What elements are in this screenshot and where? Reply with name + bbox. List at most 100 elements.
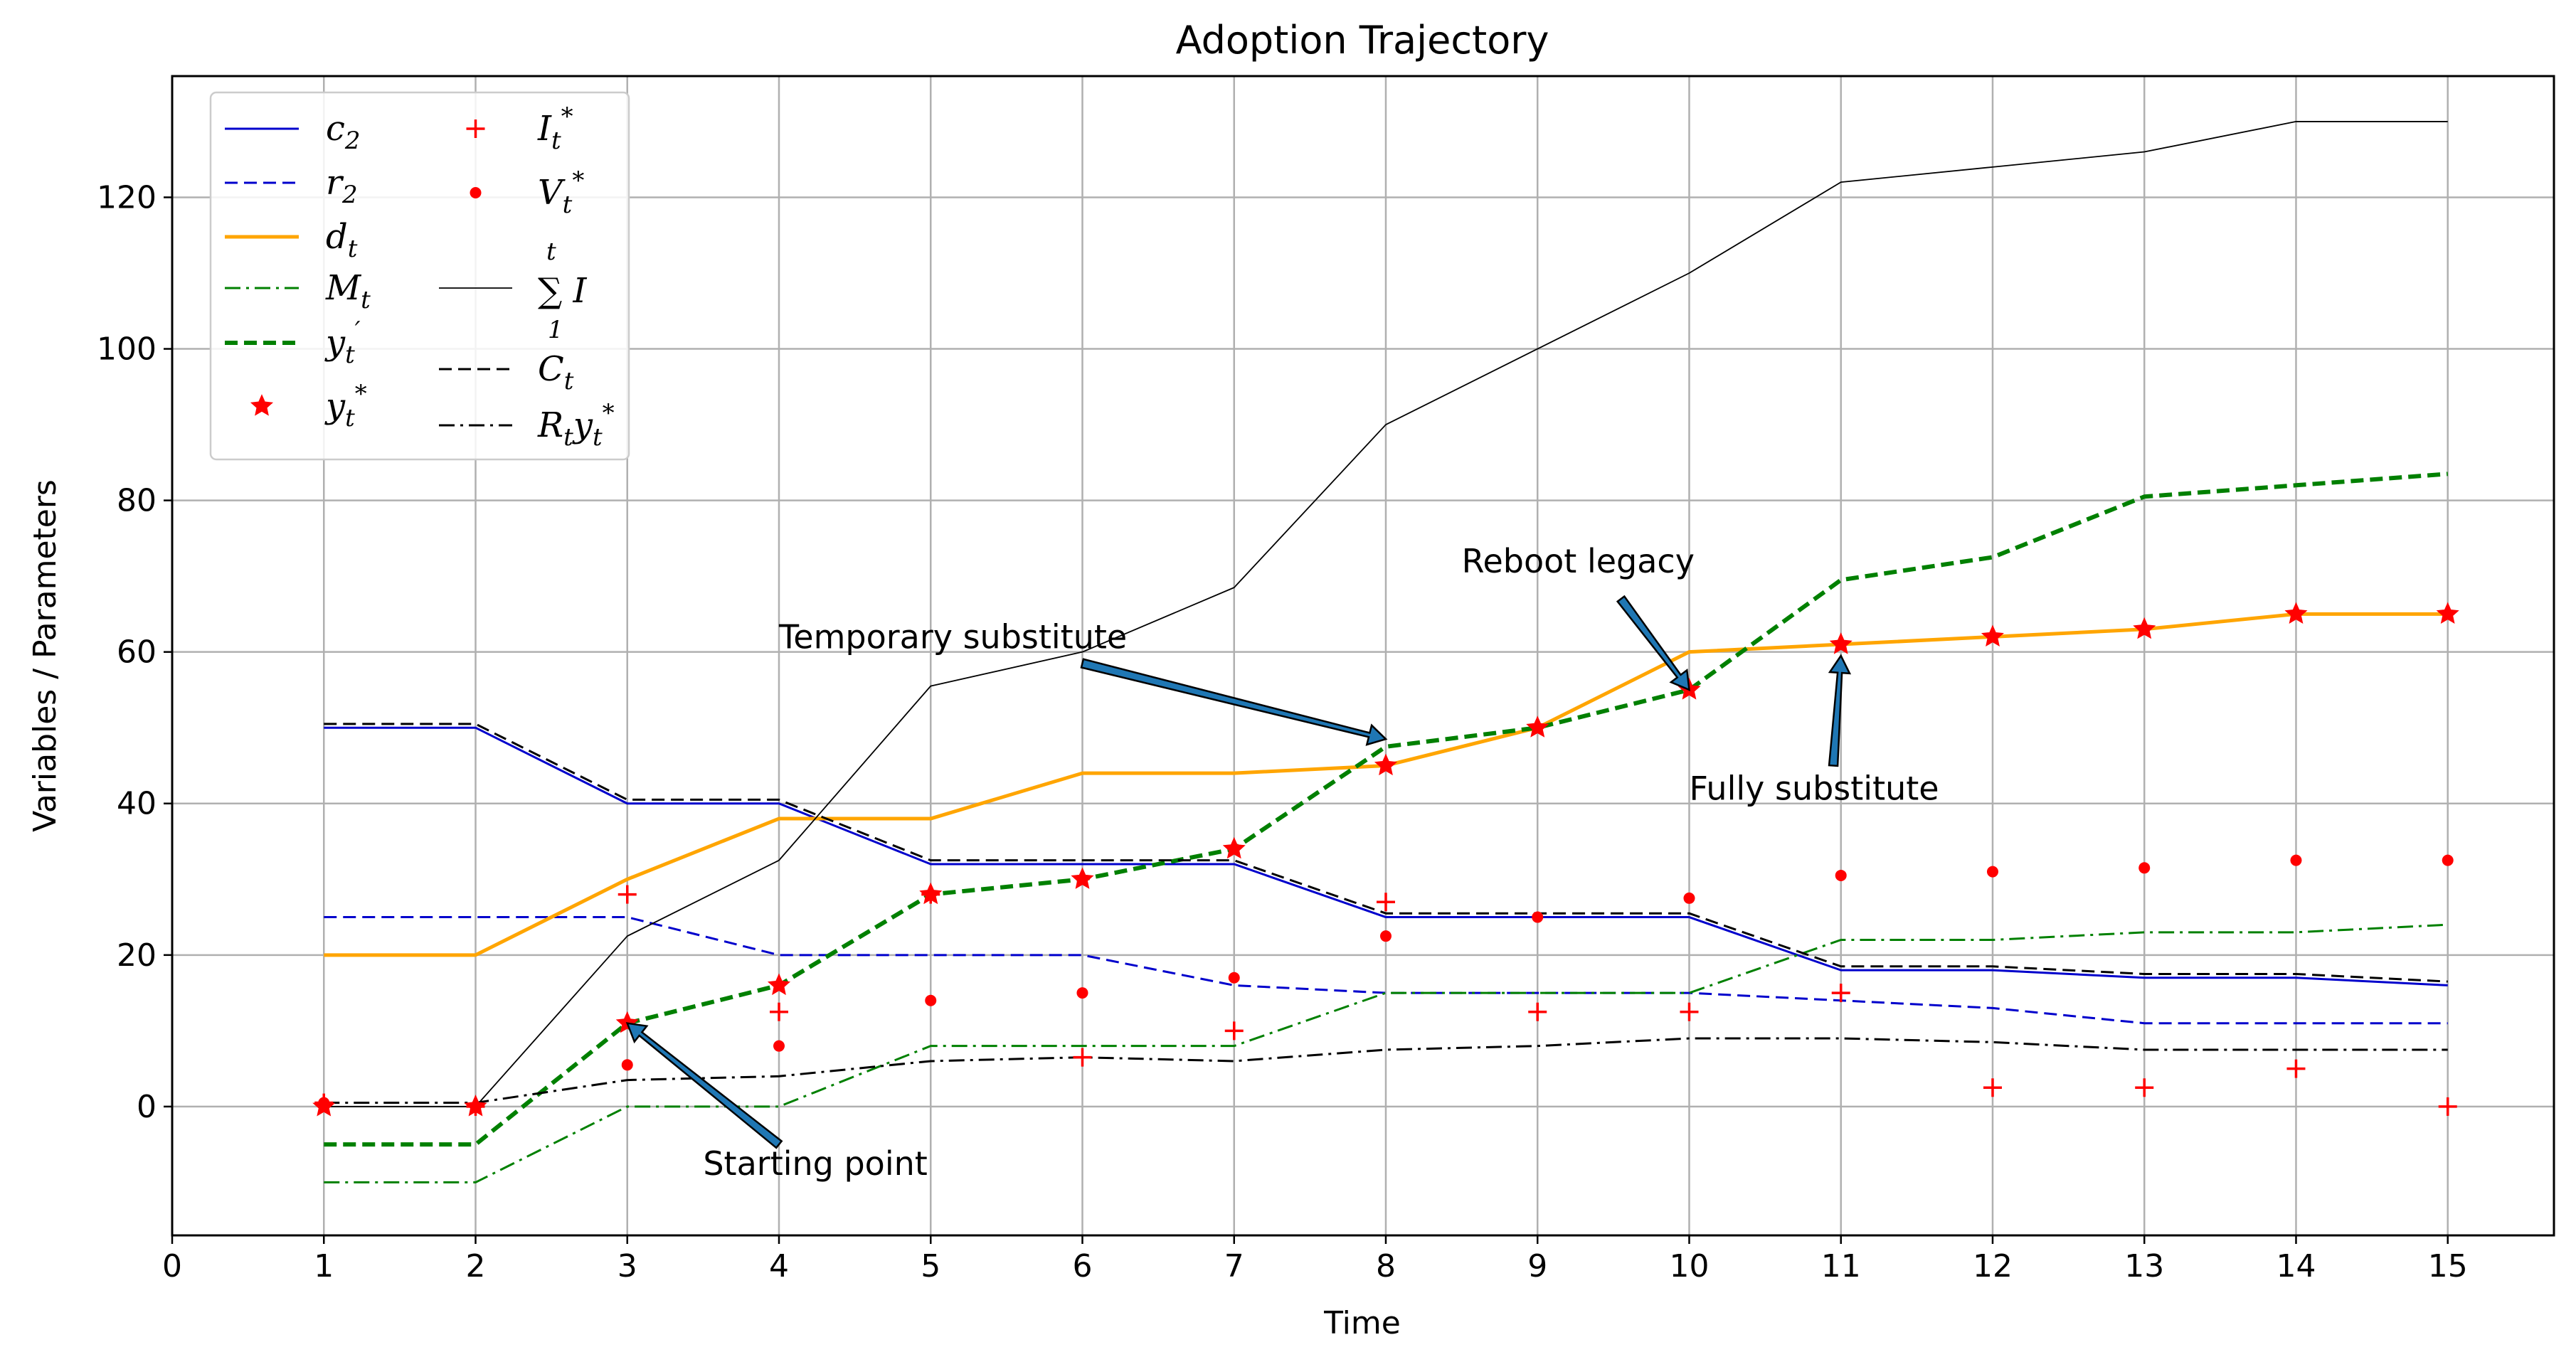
- marker-yt: [1374, 753, 1398, 776]
- annotation-temp: Temporary substitute: [778, 617, 1127, 656]
- annotation-reboot: Reboot legacy: [1462, 542, 1695, 580]
- marker-Vt: [1683, 892, 1695, 904]
- x-tick-label: 15: [2428, 1248, 2468, 1284]
- marker-Vt: [1076, 987, 1088, 999]
- marker-It: [1528, 1002, 1547, 1021]
- y-tick-label: 120: [97, 179, 157, 215]
- legend-label-yprime: yt′: [324, 316, 361, 369]
- x-tick-label: 3: [618, 1248, 637, 1284]
- legend-label-part: t: [593, 423, 603, 452]
- marker-Vt: [2138, 862, 2151, 874]
- marker-Vt: [773, 1040, 785, 1052]
- x-tick-label: 10: [1669, 1248, 1709, 1284]
- legend-label-Mt: Mt: [325, 268, 371, 314]
- marker-yt: [2436, 602, 2459, 624]
- legend-label-part: t: [348, 235, 358, 263]
- marker-Vt: [1379, 930, 1392, 942]
- legend-label-part: y: [324, 386, 346, 426]
- marker-It: [1680, 1002, 1699, 1021]
- marker-It: [1831, 984, 1850, 1003]
- legend-label-part: r: [326, 163, 344, 203]
- legend-label-part: M: [325, 268, 362, 308]
- legend-label-part: 2: [344, 127, 361, 155]
- x-tick-label: 8: [1376, 1248, 1396, 1284]
- legend-label-part: t: [345, 404, 355, 432]
- marker-It: [1073, 1048, 1092, 1067]
- legend-label-r2: r2: [326, 163, 358, 209]
- legend-label-Ct: Ct: [538, 349, 574, 395]
- annotation-arrow-start: [625, 1022, 783, 1149]
- marker-It: [2286, 1059, 2306, 1078]
- x-tick-label: 4: [769, 1248, 789, 1284]
- legend-label-part: y: [324, 323, 346, 363]
- legend-handle-It: [466, 119, 485, 138]
- series-line-Rtyt: [324, 1037, 2448, 1105]
- marker-It: [1983, 1078, 2002, 1097]
- legend-label-dt: dt: [326, 217, 358, 263]
- marker-yt: [2284, 602, 2308, 624]
- legend-label-part: t: [551, 127, 561, 155]
- marker-It: [2438, 1097, 2457, 1116]
- annotation-fully: Fully substitute: [1689, 769, 1939, 807]
- series-line-Ct: [324, 723, 2448, 983]
- y-axis-label: Variables / Parameters: [27, 479, 63, 832]
- marker-Vt: [1835, 869, 1847, 881]
- marker-It: [1224, 1021, 1244, 1041]
- legend-label-Rtyt: Rtyt*: [537, 399, 615, 452]
- series-line-r2: [324, 916, 2448, 1025]
- x-tick-label: 0: [162, 1248, 182, 1284]
- legend-label-yt: yt*: [324, 380, 367, 432]
- y-tick-label: 60: [117, 634, 157, 671]
- legend-label-It: It*: [537, 102, 573, 155]
- legend-label-part: ′: [355, 316, 361, 345]
- x-axis-label: Time: [1323, 1305, 1401, 1341]
- series-line-yprime: [324, 472, 2448, 1147]
- legend-label-part: *: [355, 380, 367, 408]
- marker-yt: [1222, 836, 1246, 859]
- marker-yt: [1071, 867, 1094, 889]
- marker-yt: [1526, 715, 1549, 738]
- marker-yt: [2133, 617, 2156, 639]
- series-line-Mt: [324, 923, 2448, 1183]
- legend-label-part: t: [564, 367, 574, 395]
- legend-handle-yt: [250, 394, 274, 416]
- legend-frame: [209, 91, 630, 461]
- marker-It: [2135, 1078, 2154, 1097]
- x-tick-label: 14: [2276, 1248, 2316, 1284]
- legend-label-part: C: [538, 349, 564, 389]
- marker-yt: [1981, 624, 2004, 647]
- annotation-arrow-fully: [1828, 654, 1852, 767]
- legend-label-part: I: [537, 109, 552, 149]
- legend-label-sumI: ∑ I: [538, 271, 588, 311]
- legend-label-c2: c2: [326, 109, 361, 155]
- y-tick-label: 0: [137, 1089, 157, 1125]
- marker-Vt: [925, 994, 937, 1006]
- marker-yt: [1829, 632, 1853, 654]
- marker-Vt: [1228, 972, 1240, 984]
- marker-Vt: [1986, 866, 1998, 878]
- legend-label-part: R: [537, 405, 563, 445]
- legend-label-part: *: [561, 102, 573, 131]
- marker-yt: [464, 1095, 487, 1117]
- y-tick-label: 40: [117, 786, 157, 822]
- x-tick-label: 13: [2124, 1248, 2164, 1284]
- marker-Vt: [621, 1059, 633, 1071]
- series-line-c2: [324, 726, 2448, 986]
- legend-label-part: t: [361, 286, 371, 314]
- annotation-arrow-temp: [1080, 658, 1388, 746]
- annotation-start: Starting point: [703, 1144, 927, 1183]
- marker-It: [769, 1002, 788, 1021]
- x-tick-label: 9: [1527, 1248, 1547, 1284]
- legend-label-part: *: [572, 166, 584, 195]
- annotation-arrow-reboot: [1616, 595, 1690, 691]
- plot-frame: [171, 75, 2555, 1237]
- marker-yt: [767, 973, 791, 996]
- legend-handle-Vt: [470, 187, 482, 198]
- marker-It: [618, 885, 637, 904]
- x-tick-label: 5: [921, 1248, 940, 1284]
- marker-Vt: [2290, 854, 2302, 866]
- marker-It: [1376, 893, 1395, 912]
- x-tick-label: 6: [1072, 1248, 1092, 1284]
